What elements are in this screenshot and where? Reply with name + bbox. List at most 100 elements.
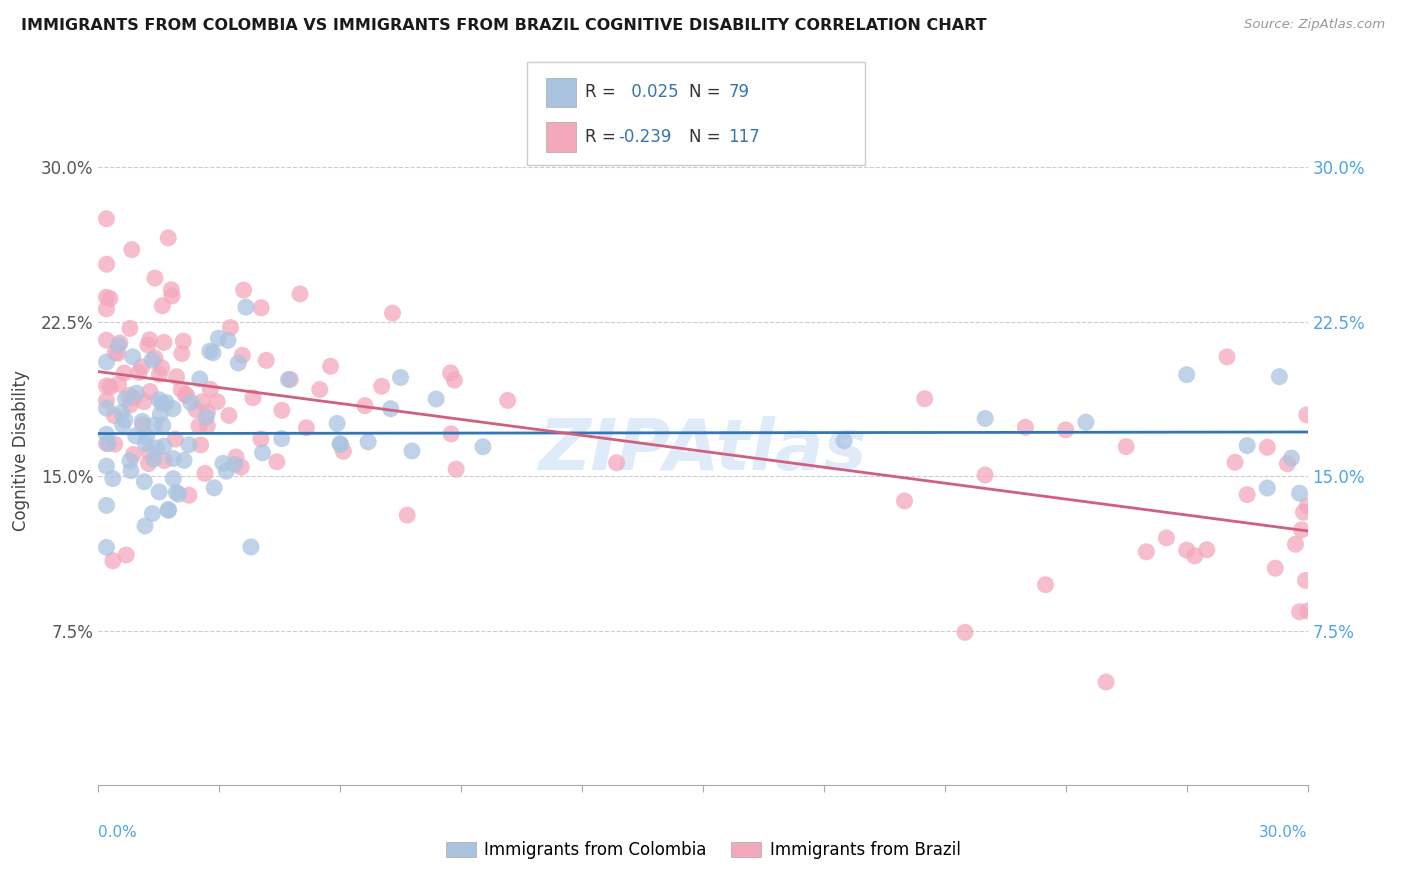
- Point: [239, 540, 262, 554]
- Point: [98, 380, 121, 394]
- Point: [111, 417, 134, 432]
- Point: [1268, 369, 1291, 384]
- Point: [138, 445, 160, 459]
- Point: [101, 472, 124, 486]
- Point: [201, 346, 224, 360]
- Point: [96, 436, 118, 450]
- Point: [125, 386, 148, 401]
- Point: [401, 444, 423, 458]
- Text: N =: N =: [689, 83, 725, 102]
- Point: [439, 366, 461, 380]
- Point: [215, 464, 238, 478]
- Point: [225, 450, 247, 464]
- Point: [132, 394, 155, 409]
- Point: [1074, 415, 1097, 429]
- Point: [160, 283, 183, 297]
- Point: [135, 429, 157, 443]
- Point: [231, 348, 253, 362]
- Point: [1054, 423, 1077, 437]
- Point: [148, 484, 170, 499]
- Point: [143, 417, 166, 432]
- Text: 0.025: 0.025: [626, 83, 678, 102]
- Point: [162, 451, 184, 466]
- Point: [1264, 561, 1286, 575]
- Point: [131, 359, 153, 374]
- Point: [166, 369, 188, 384]
- Point: [329, 437, 352, 451]
- Point: [150, 396, 173, 410]
- Point: [174, 387, 197, 401]
- Point: [139, 384, 162, 399]
- Point: [396, 508, 419, 522]
- Point: [443, 373, 465, 387]
- Point: [270, 403, 292, 417]
- Point: [1216, 350, 1239, 364]
- Point: [218, 409, 240, 423]
- Point: [138, 333, 160, 347]
- Point: [1288, 605, 1310, 619]
- Point: [288, 287, 311, 301]
- Point: [153, 439, 176, 453]
- Point: [122, 447, 145, 461]
- Point: [165, 485, 187, 500]
- Point: [207, 331, 229, 345]
- Point: [172, 334, 194, 349]
- Point: [1256, 481, 1278, 495]
- Point: [1156, 531, 1178, 545]
- Text: ZIPAtlas: ZIPAtlas: [538, 416, 868, 485]
- Point: [157, 502, 180, 516]
- Legend: Immigrants from Colombia, Immigrants from Brazil: Immigrants from Colombia, Immigrants fro…: [439, 835, 967, 866]
- Point: [96, 355, 118, 369]
- Point: [444, 462, 467, 476]
- Point: [195, 409, 218, 424]
- Point: [1175, 543, 1198, 558]
- Point: [107, 346, 129, 360]
- Point: [1014, 420, 1036, 434]
- Text: R =: R =: [585, 128, 621, 146]
- Point: [1223, 455, 1246, 469]
- Point: [250, 301, 273, 315]
- Point: [380, 401, 402, 416]
- Point: [112, 366, 135, 380]
- Point: [115, 548, 138, 562]
- Point: [120, 464, 142, 478]
- Point: [953, 625, 976, 640]
- Point: [389, 370, 412, 384]
- Point: [252, 446, 274, 460]
- Point: [381, 306, 404, 320]
- Point: [141, 353, 163, 368]
- Text: IMMIGRANTS FROM COLOMBIA VS IMMIGRANTS FROM BRAZIL COGNITIVE DISABILITY CORRELAT: IMMIGRANTS FROM COLOMBIA VS IMMIGRANTS F…: [21, 18, 987, 33]
- Point: [319, 359, 342, 374]
- Point: [162, 401, 184, 416]
- Point: [354, 399, 377, 413]
- Point: [152, 418, 174, 433]
- Point: [118, 321, 141, 335]
- Point: [160, 289, 183, 303]
- Point: [194, 467, 217, 481]
- Point: [277, 372, 299, 386]
- Point: [295, 421, 318, 435]
- Point: [1236, 439, 1258, 453]
- Point: [357, 434, 380, 449]
- Point: [150, 299, 173, 313]
- Point: [308, 383, 330, 397]
- Point: [332, 444, 354, 458]
- Point: [107, 338, 129, 352]
- Point: [96, 379, 118, 393]
- Point: [1291, 523, 1313, 537]
- Point: [188, 419, 211, 434]
- Point: [141, 507, 163, 521]
- Point: [96, 290, 118, 304]
- Text: 79: 79: [728, 83, 749, 102]
- Point: [150, 360, 173, 375]
- Point: [242, 391, 264, 405]
- Point: [1135, 545, 1157, 559]
- Y-axis label: Cognitive Disability: Cognitive Disability: [11, 370, 30, 531]
- Point: [1184, 549, 1206, 563]
- Point: [471, 440, 494, 454]
- Point: [1095, 675, 1118, 690]
- Text: R =: R =: [585, 83, 621, 102]
- Point: [96, 257, 118, 271]
- Point: [496, 393, 519, 408]
- Point: [108, 335, 131, 350]
